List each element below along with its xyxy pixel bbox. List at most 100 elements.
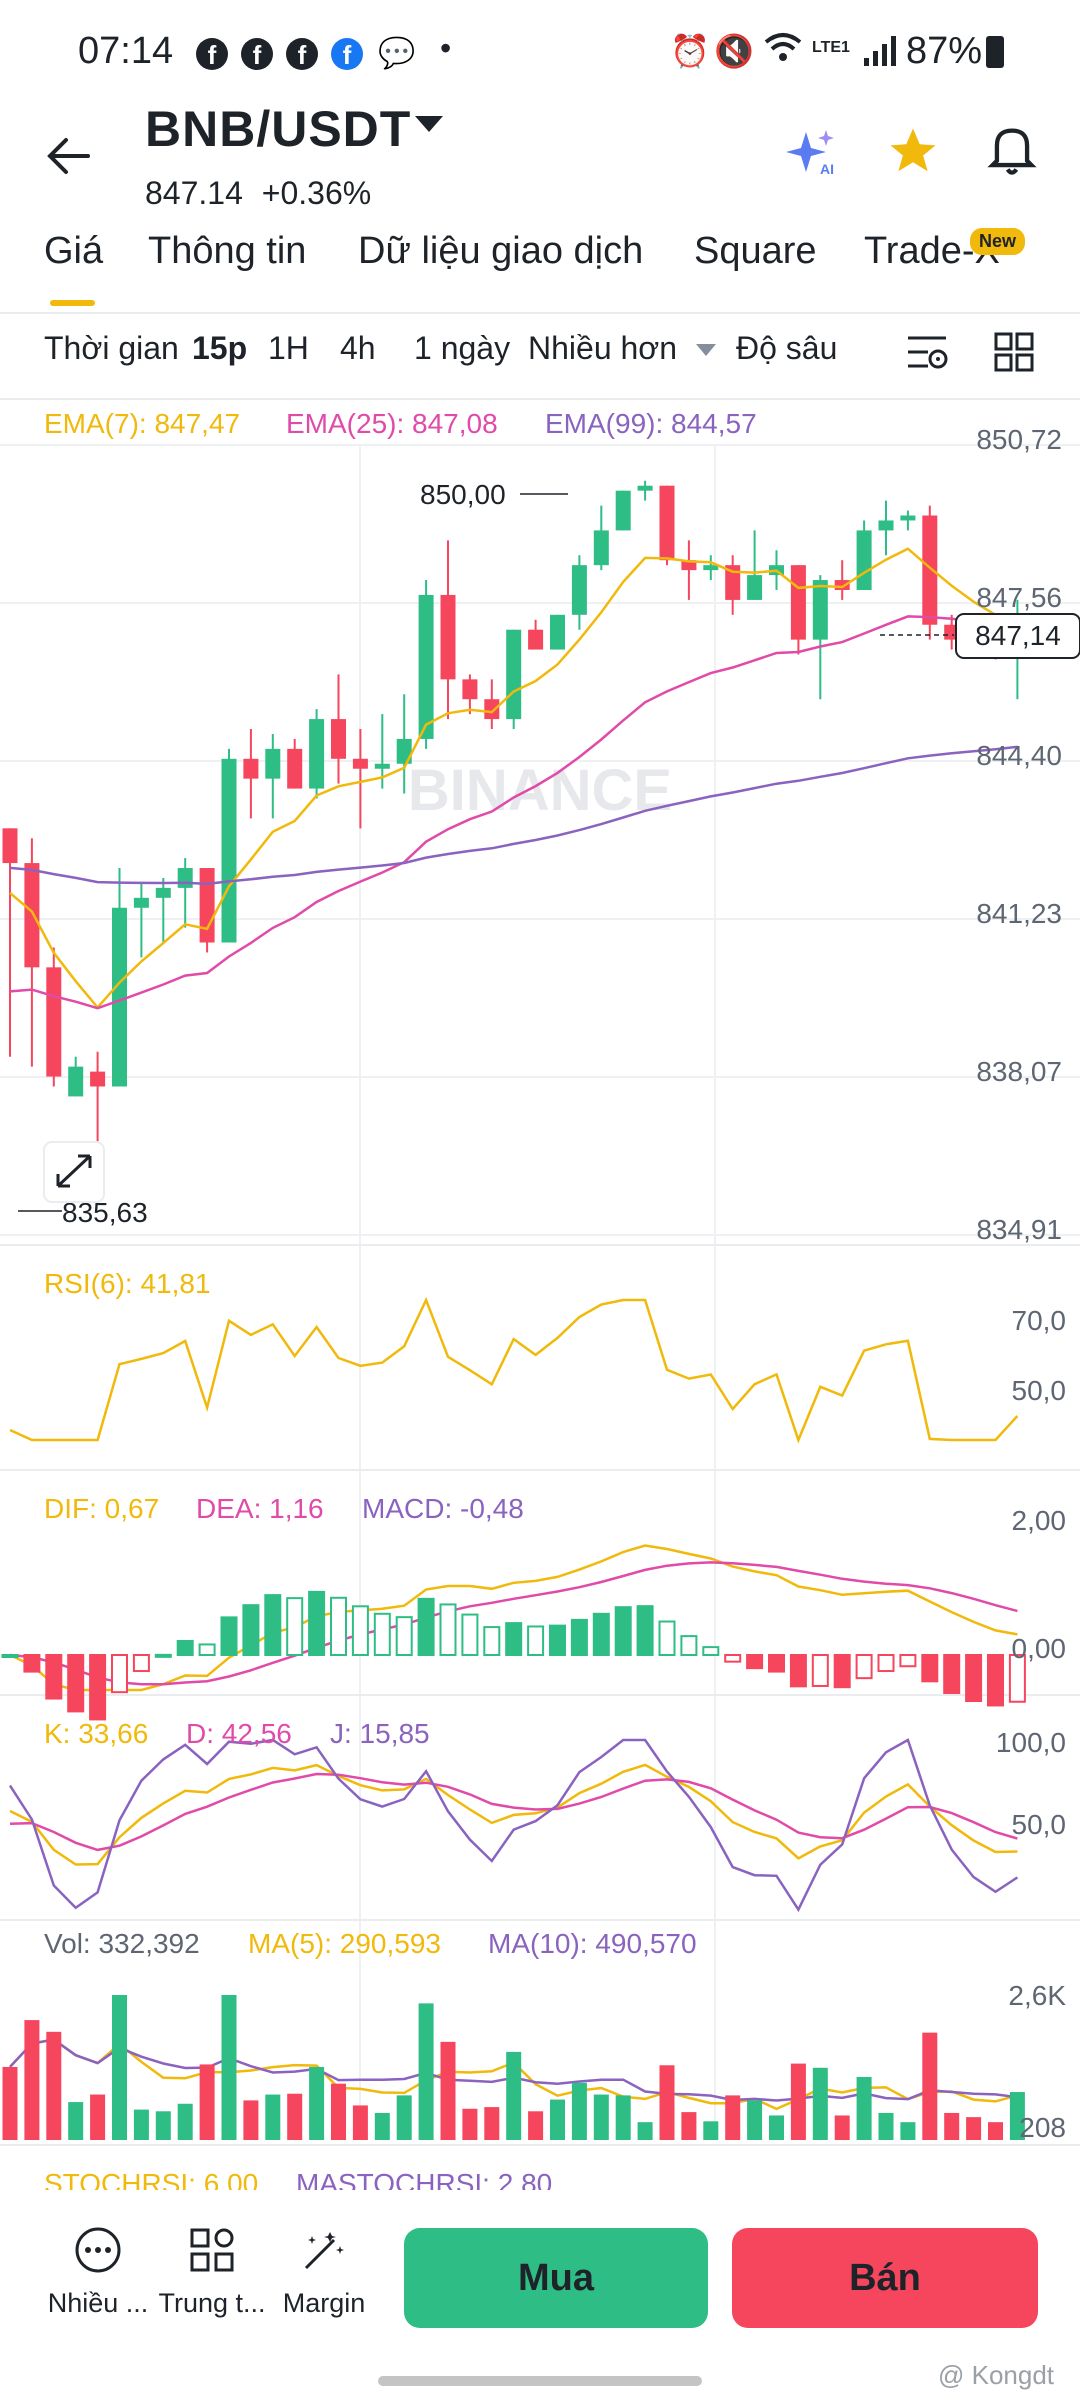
layout-grid-icon[interactable]: [994, 332, 1034, 380]
y-tick: 847,56: [976, 582, 1062, 613]
candle-body: [462, 679, 478, 700]
more-menu-button[interactable]: Nhiều ...: [38, 2226, 158, 2319]
timeframe-15m[interactable]: 15p: [192, 330, 248, 366]
volume-bar: [462, 2108, 478, 2140]
status-bar: 07:14 f f f f 💬 • ⏰ 🔇 LTE1 87%: [0, 0, 1080, 110]
macd-histogram-bar: [636, 1605, 654, 1656]
timeframe-1d[interactable]: 1 ngày: [414, 330, 511, 366]
tab-trading-data[interactable]: Dữ liệu giao dịch: [358, 230, 644, 272]
margin-button[interactable]: Margin: [264, 2226, 384, 2319]
chart-settings-icon[interactable]: [906, 332, 950, 380]
volume-bar: [331, 2083, 346, 2140]
candle-body: [550, 614, 565, 650]
volume-bar: [878, 2112, 894, 2140]
ema7-legend: EMA(7): 847,47: [44, 408, 240, 439]
back-arrow-icon[interactable]: [44, 130, 92, 188]
macd-histogram-bar: [877, 1654, 895, 1673]
signal-icon: [864, 36, 898, 71]
favorite-star-icon[interactable]: [886, 124, 940, 183]
candle-body: [615, 490, 631, 531]
facebook-notification-icon: f: [286, 38, 318, 70]
trading-pair-title[interactable]: BNB/USDT: [145, 101, 412, 157]
candle-body: [747, 575, 763, 600]
volume-bar: [396, 2095, 412, 2140]
candle-body: [440, 594, 456, 680]
home-indicator[interactable]: [378, 2376, 702, 2386]
macd-histogram-bar: [23, 1654, 41, 1673]
volume-bar: [24, 2020, 40, 2140]
candle-body: [900, 515, 916, 521]
volume-bar: [528, 2111, 544, 2140]
kdj-j-line: [8, 1738, 1019, 1913]
candle-body: [528, 629, 544, 650]
macd-histogram-bar: [549, 1624, 566, 1656]
macd-histogram-bar: [1, 1654, 19, 1658]
sell-button[interactable]: Bán: [732, 2228, 1038, 2328]
macd-histogram-bar: [439, 1603, 457, 1657]
macd-histogram-bar: [45, 1654, 63, 1700]
kdj-k-line: [9, 1763, 1018, 1866]
candle-body: [133, 897, 149, 908]
divider: [0, 398, 1080, 400]
macd-histogram-bar: [702, 1646, 720, 1657]
candle-body: [46, 967, 62, 1077]
volume-bar: [966, 2117, 982, 2140]
expand-chart-button[interactable]: [43, 1141, 105, 1203]
volume-bar: [440, 2041, 456, 2140]
y-tick: 838,07: [976, 1056, 1062, 1087]
volume-bar: [856, 2076, 872, 2140]
macd-dif-legend: DIF: 0,67: [44, 1493, 159, 1524]
candle-body: [155, 887, 171, 898]
candle-body: [659, 485, 675, 561]
y-tick: 841,23: [976, 898, 1062, 929]
margin-wand-icon: [264, 2226, 384, 2286]
volume-bar: [812, 2067, 828, 2140]
macd-histogram-bar: [176, 1640, 194, 1656]
timeframe-4h[interactable]: 4h: [340, 330, 376, 366]
volume-bar: [177, 2103, 193, 2140]
buy-button[interactable]: Mua: [404, 2228, 708, 2328]
volume-bar: [922, 2032, 938, 2140]
macd-histogram-bar: [855, 1654, 873, 1680]
volume-bar: [615, 2095, 631, 2140]
volume-bar: [834, 2115, 850, 2140]
trading-center-button[interactable]: Trung t...: [152, 2226, 272, 2319]
ai-sparkle-icon[interactable]: AI: [784, 128, 840, 183]
candle-body: [112, 907, 127, 1087]
battery-icon: [986, 36, 1004, 68]
macd-histogram-bar: [527, 1625, 545, 1656]
macd-histogram-bar: [111, 1654, 128, 1694]
depth-tab[interactable]: Độ sâu: [736, 330, 838, 366]
macd-histogram-bar: [154, 1653, 172, 1658]
facebook-notification-icon: f: [196, 38, 228, 70]
candle-body: [68, 1066, 84, 1097]
macd-histogram-bar: [67, 1654, 85, 1713]
macd-histogram-bar: [965, 1654, 983, 1703]
rsi-line: [9, 1296, 1019, 1444]
timeframe-1h[interactable]: 1H: [268, 330, 309, 366]
current-price-box: [955, 613, 1080, 659]
notification-bell-icon[interactable]: [986, 122, 1038, 183]
tab-info[interactable]: Thông tin: [148, 230, 307, 272]
volume-bar: [90, 2094, 106, 2140]
pair-dropdown-caret-icon[interactable]: [415, 116, 443, 132]
macd-histogram-bar: [614, 1606, 632, 1657]
more-timeframes[interactable]: Nhiều hơn: [528, 330, 678, 366]
macd-histogram-bar: [461, 1613, 479, 1656]
volume-bar: [287, 2093, 303, 2140]
price-change: +0.36%: [261, 175, 372, 211]
messenger-icon: 💬: [378, 37, 416, 70]
rsi-legend: RSI(6): 41,81: [44, 1268, 211, 1299]
time-label: Thời gian: [44, 330, 179, 366]
status-time: 07:14: [78, 30, 174, 72]
tab-price[interactable]: Giá: [44, 230, 104, 272]
tab-square[interactable]: Square: [694, 230, 817, 272]
rsi-tick: 50,0: [1012, 1375, 1067, 1406]
grid-shapes-icon: [152, 2226, 272, 2286]
chart-canvas[interactable]: BINANCE EMA(7): 847,47 EMA(25): 847,08 E…: [0, 400, 1080, 2190]
price-summary: 847.14 +0.36%: [145, 175, 371, 212]
macd-dea-legend: DEA: 1,16: [196, 1493, 324, 1524]
active-tab-indicator: [50, 300, 95, 306]
candle-body: [418, 594, 434, 739]
more-dropdown-caret-icon[interactable]: [696, 344, 716, 356]
